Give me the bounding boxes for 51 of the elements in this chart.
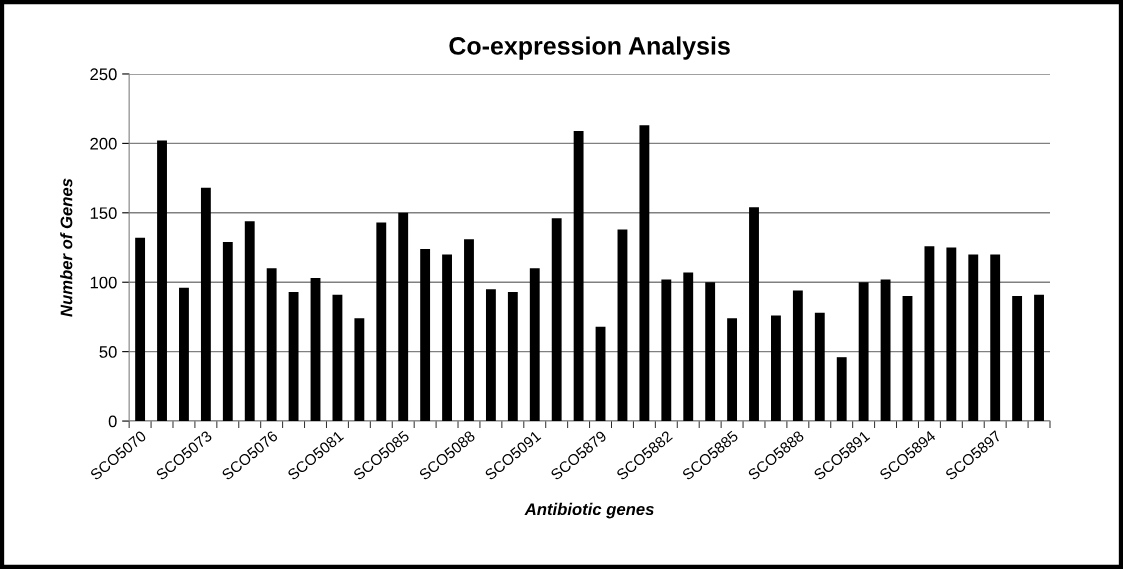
bar	[902, 296, 913, 422]
bar	[990, 254, 1001, 422]
bar	[551, 218, 562, 422]
y-tick-label: 0	[108, 415, 117, 428]
y-tick-label: 150	[90, 207, 117, 220]
bar	[179, 287, 189, 422]
y-tick-label: 50	[99, 346, 117, 358]
chart-title: Co-expression Analysis	[449, 36, 730, 60]
bar	[968, 254, 979, 422]
bar	[749, 207, 759, 422]
bar	[310, 278, 321, 422]
y-tick-label: 200	[90, 137, 117, 150]
bar	[617, 229, 628, 422]
bar	[266, 268, 277, 422]
bar	[222, 241, 233, 422]
bar	[946, 247, 957, 422]
bar	[442, 254, 452, 422]
bar	[1034, 294, 1044, 422]
bar	[573, 130, 584, 422]
bar	[880, 279, 891, 422]
bar	[135, 237, 146, 422]
bar	[727, 318, 738, 422]
bar	[157, 140, 167, 422]
bar	[507, 291, 518, 422]
x-axis-title: Antibiotic genes	[524, 502, 654, 519]
bar	[464, 239, 474, 422]
y-axis-title: Number of Genes	[60, 178, 73, 317]
bar	[836, 357, 847, 422]
bar	[639, 125, 650, 422]
bar	[376, 222, 387, 422]
bar	[332, 294, 343, 422]
bar	[485, 289, 496, 422]
bar	[683, 272, 694, 422]
bar	[858, 282, 869, 422]
bar	[595, 326, 606, 422]
y-tick-label: 250	[90, 68, 117, 81]
bar	[420, 248, 431, 422]
bar	[705, 282, 716, 422]
bar	[398, 212, 409, 422]
bar	[792, 290, 803, 422]
bar	[924, 246, 935, 422]
bar	[288, 291, 299, 422]
bar	[661, 279, 672, 422]
bar	[354, 318, 365, 422]
bar	[1012, 296, 1023, 422]
bar	[529, 268, 540, 422]
bar	[814, 312, 825, 422]
y-tick-label: 100	[90, 276, 117, 289]
bar	[244, 221, 255, 422]
bar	[200, 187, 211, 422]
bar	[771, 315, 781, 422]
